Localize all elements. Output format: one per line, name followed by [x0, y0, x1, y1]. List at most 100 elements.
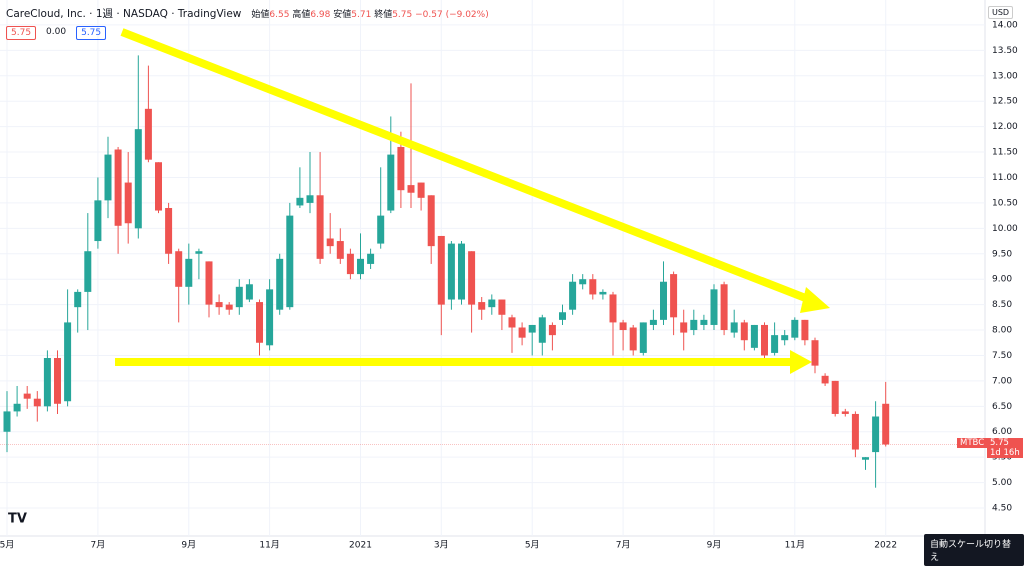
- candle-body: [155, 162, 162, 211]
- candle-body: [761, 324, 768, 356]
- y-tick-label: 6.50: [992, 402, 1012, 412]
- y-tick-label: 5.00: [992, 478, 1012, 488]
- candle-body: [286, 215, 294, 308]
- candle-body: [559, 312, 566, 320]
- candle-body: [791, 319, 799, 338]
- x-tick-label: 9月: [707, 540, 722, 551]
- candle-body: [296, 197, 304, 206]
- candle-body: [397, 146, 405, 191]
- box[interactable]: 5.75: [6, 26, 37, 40]
- y-tick-label: 6.00: [992, 427, 1012, 437]
- box[interactable]: 5.75: [76, 26, 107, 40]
- candle-body: [801, 319, 809, 341]
- candle-body: [43, 358, 51, 407]
- candle-body: [851, 413, 859, 450]
- chart: 4.505.005.506.006.507.007.508.008.509.00…: [0, 0, 1024, 554]
- candle-body: [165, 207, 173, 254]
- plot: 4.505.005.506.006.507.007.508.008.509.00…: [0, 0, 1018, 551]
- arrow-head: [790, 350, 812, 374]
- y-tick-label: 13.50: [992, 46, 1018, 56]
- candle-body: [831, 380, 839, 414]
- candle-body: [872, 416, 880, 453]
- candle-body: [245, 284, 253, 300]
- logo: TV: [8, 512, 27, 527]
- x-axis-bar: [0, 536, 1024, 554]
- candle-body: [528, 324, 536, 333]
- candle-body: [690, 319, 698, 331]
- candle-body: [266, 289, 274, 346]
- candle-body: [407, 185, 415, 193]
- candle-body: [781, 335, 789, 341]
- candle-body: [609, 294, 617, 323]
- ohlc-value: 5.75: [392, 10, 413, 20]
- change: −0.57 (−9.02%): [415, 10, 489, 20]
- symbol-title: CareCloud, Inc. · 1週 · NASDAQ · TradingV…: [6, 8, 242, 20]
- candle-body: [700, 319, 708, 325]
- candle-body: [740, 322, 748, 341]
- last-price: 5.75: [990, 438, 1009, 449]
- tooltip: 自動スケール切り替え: [924, 534, 1024, 566]
- candle-body: [427, 195, 435, 247]
- candle-body: [276, 258, 284, 310]
- y-tick-label: 8.00: [992, 326, 1012, 336]
- y-tick-label: 13.00: [992, 71, 1018, 81]
- candle-body: [680, 322, 688, 333]
- candle-body: [235, 286, 243, 308]
- candle-body: [518, 327, 526, 338]
- candle-body: [811, 340, 819, 366]
- candle-body: [619, 322, 627, 331]
- symbol-tag: MTBC: [957, 438, 988, 449]
- x-tick-label: 2021: [349, 541, 372, 551]
- price-tag: 5.75 1d 16h: [987, 438, 1023, 459]
- x-tick-label: 3月: [434, 540, 449, 551]
- y-tick-label: 11.00: [992, 173, 1018, 183]
- x-tick-label: 5月: [0, 540, 14, 551]
- candle-body: [538, 317, 546, 343]
- candle-body: [316, 195, 324, 259]
- candle-body: [548, 324, 556, 336]
- candle-body: [377, 215, 385, 244]
- ohlc-label: 終値: [374, 10, 393, 20]
- y-tick-label: 12.50: [992, 97, 1018, 107]
- ohlc-value: 5.71: [351, 10, 372, 20]
- candle-body: [326, 238, 334, 247]
- arrow-head: [800, 287, 830, 313]
- candle-body: [670, 274, 678, 318]
- candle-body: [215, 302, 223, 308]
- x-tick-label: 7月: [91, 540, 106, 551]
- y-tick-label: 12.00: [992, 122, 1018, 132]
- trend-arrow-line: [120, 28, 810, 303]
- candle-body: [205, 261, 213, 305]
- candle-body: [64, 322, 72, 402]
- y-tick-label: 9.50: [992, 249, 1012, 259]
- candle-body: [720, 284, 728, 331]
- candle-body: [104, 154, 112, 201]
- ohlc: 始値6.55 高値6.98 安値5.71 終値5.75 −0.57 (−9.02…: [251, 7, 488, 20]
- candle-body: [649, 319, 657, 325]
- candle-body: [84, 251, 92, 292]
- candle-body: [639, 322, 647, 353]
- currency[interactable]: USD: [988, 6, 1014, 19]
- candle-body: [478, 302, 486, 310]
- x-tick-label: 9月: [181, 540, 196, 551]
- x-tick-label: 7月: [616, 540, 631, 551]
- candle-body: [54, 358, 61, 404]
- candle-body: [346, 253, 354, 275]
- candle-body: [862, 457, 869, 460]
- candle-body: [841, 411, 849, 414]
- candle-body: [185, 258, 193, 287]
- candle-body: [629, 327, 637, 351]
- candle-body: [771, 335, 779, 353]
- candle-body: [134, 129, 142, 229]
- candle-body: [3, 411, 11, 432]
- ohlc-label: 安値: [333, 10, 352, 20]
- candle-body: [437, 235, 445, 305]
- y-tick-label: 10.50: [992, 198, 1018, 208]
- candle-body: [579, 279, 587, 285]
- candle-body: [750, 324, 758, 348]
- x-tick-label: 2022: [874, 541, 897, 551]
- candle-body: [195, 251, 203, 254]
- indicator-boxes: 5.75 0.00 5.75: [6, 26, 107, 40]
- candle-body: [468, 251, 476, 305]
